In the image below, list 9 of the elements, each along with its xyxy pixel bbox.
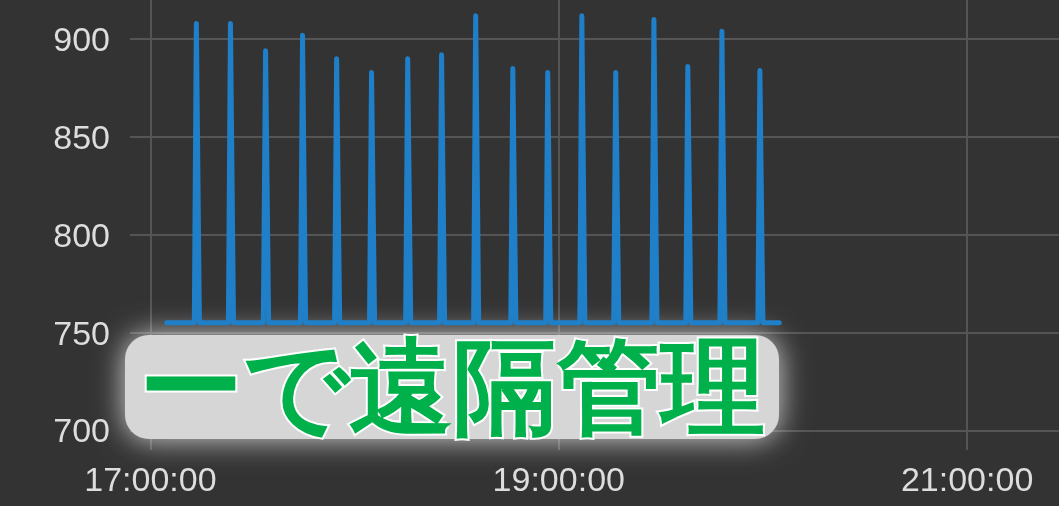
- y-tick-label: 800: [53, 215, 110, 254]
- x-tick-label: 17:00:00: [84, 460, 217, 498]
- y-tick-label: 750: [53, 313, 110, 352]
- y-tick-label: 700: [53, 411, 110, 450]
- x-tick-label: 21:00:00: [900, 460, 1034, 498]
- y-tick-label: 900: [53, 20, 110, 59]
- annotation: ーで遠隔管理: [139, 326, 765, 448]
- x-tick-label: 19:00:00: [492, 460, 625, 498]
- y-tick-label: 850: [53, 117, 110, 156]
